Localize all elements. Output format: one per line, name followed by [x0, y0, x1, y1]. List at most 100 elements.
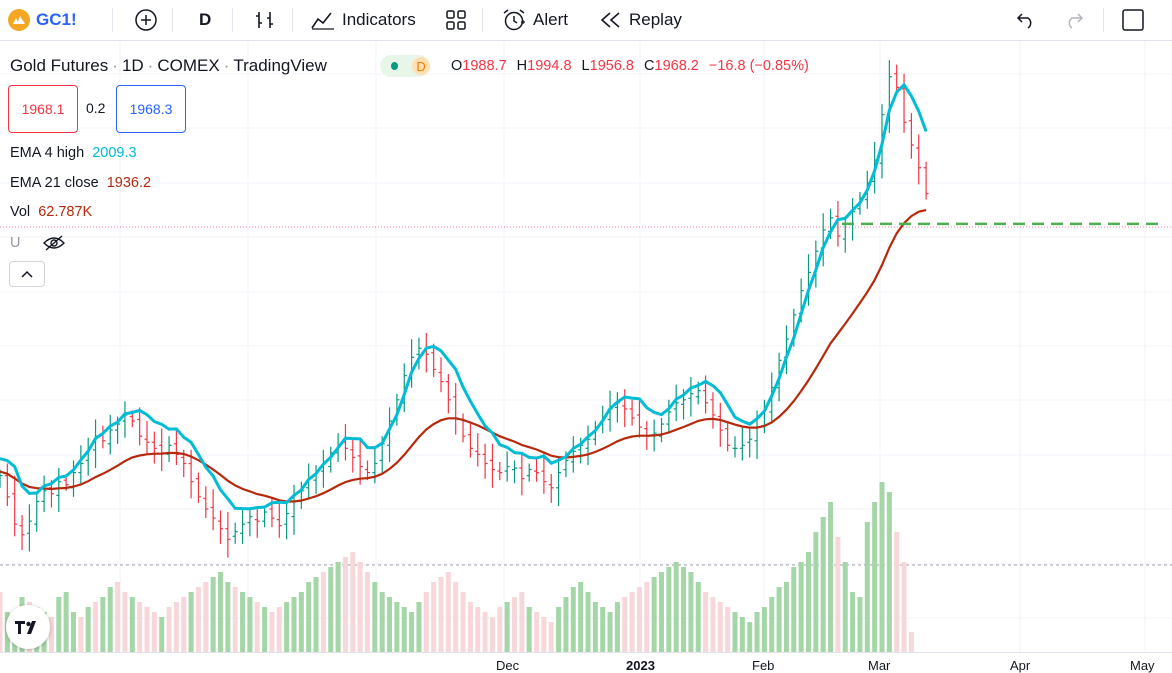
alert-button[interactable]: Alert: [501, 0, 568, 40]
volume-bar: [747, 622, 753, 652]
eye-off-icon[interactable]: [42, 235, 65, 251]
change-value: −16.8 (−0.85%): [708, 58, 809, 74]
sell-price-button[interactable]: 1968.1: [8, 85, 78, 133]
volume-bar: [151, 612, 157, 652]
interval-button[interactable]: D: [199, 10, 212, 29]
volume-bar: [247, 597, 253, 652]
volume-bar: [298, 592, 304, 652]
indicators-button[interactable]: Indicators: [310, 0, 416, 40]
volume-bar: [63, 592, 69, 652]
volume-bar: [497, 607, 503, 652]
volume-bar: [107, 587, 113, 652]
volume-bar: [350, 552, 356, 652]
volume-bar: [710, 597, 716, 652]
volume-bar: [813, 532, 819, 652]
hidden-indicator-legend[interactable]: U: [10, 235, 65, 251]
collapse-legend-button[interactable]: [9, 261, 45, 287]
volume-bar: [357, 562, 363, 652]
volume-bar: [901, 562, 907, 652]
undo-button[interactable]: [1015, 0, 1037, 40]
volume-bar: [181, 597, 187, 652]
buy-price-button[interactable]: 1968.3: [116, 85, 186, 133]
volume-bar: [137, 602, 143, 652]
volume-bar: [218, 572, 223, 652]
tradingview-logo-icon[interactable]: [6, 605, 50, 649]
volume-bar: [783, 582, 789, 652]
toolbar-divider: [1103, 8, 1104, 32]
volume-bar: [835, 537, 841, 652]
volume-bar: [467, 602, 473, 652]
alert-label: Alert: [533, 10, 568, 29]
market-status-badge[interactable]: D: [380, 55, 430, 77]
volume-bar: [475, 607, 481, 652]
chevron-up-icon: [21, 270, 33, 278]
volume-bar: [0, 592, 3, 652]
volume-bar: [512, 597, 517, 652]
volume-bar: [908, 632, 914, 652]
volume-bar: [556, 607, 562, 652]
volume-bar: [328, 567, 334, 652]
volume-bar: [482, 612, 488, 652]
volume-bar: [894, 532, 900, 652]
volume-bar: [320, 572, 326, 652]
volume-bar: [607, 612, 613, 652]
volume-bar: [666, 567, 672, 652]
vol-value: 62.787K: [38, 204, 93, 220]
rewind-icon: [600, 12, 620, 28]
redo-button[interactable]: [1063, 0, 1085, 40]
volume-bar: [240, 592, 246, 652]
indicators-label: Indicators: [342, 10, 416, 29]
plus-circle-icon: [135, 9, 157, 31]
ema-close-legend[interactable]: EMA 21 close 1936.2: [10, 175, 151, 191]
volume-bar: [56, 597, 62, 652]
volume-bar: [409, 612, 415, 652]
ohlc-bars-icon: [256, 12, 273, 28]
market-open-dot-icon: [391, 62, 399, 70]
volume-bar: [71, 612, 76, 652]
ema-high-legend[interactable]: EMA 4 high 2009.3: [10, 145, 137, 161]
compare-add-button[interactable]: [134, 0, 158, 40]
volume-bar: [739, 617, 745, 652]
volume-bar: [262, 607, 268, 652]
volume-bar: [519, 592, 525, 652]
bar-style-button[interactable]: [254, 0, 276, 40]
volume-bar: [335, 562, 341, 652]
volume-bar: [717, 602, 723, 652]
volume-bar: [585, 592, 591, 652]
toolbar-divider: [292, 8, 293, 32]
volume-bar: [864, 522, 870, 652]
layouts-button[interactable]: [445, 0, 467, 40]
volume-bar: [122, 592, 128, 652]
volume-bar: [828, 502, 834, 652]
replay-label: Replay: [629, 10, 682, 29]
replay-button[interactable]: Replay: [599, 0, 682, 40]
volume-bar: [394, 602, 400, 652]
volume-bar: [85, 607, 91, 652]
volume-bar: [166, 607, 172, 652]
volume-bar: [313, 577, 319, 652]
spread-value: 0.2: [86, 100, 106, 116]
volume-bar: [445, 572, 451, 652]
volume-bar: [563, 597, 569, 652]
volume-bar: [489, 617, 495, 652]
volume-bar: [754, 612, 760, 652]
volume-bar: [872, 502, 878, 652]
legend-interval: 1D: [121, 56, 144, 75]
volume-bar: [541, 617, 547, 652]
volume-legend[interactable]: Vol 62.787K: [10, 204, 92, 220]
fullscreen-button[interactable]: [1121, 0, 1145, 40]
close-key: C: [644, 58, 655, 74]
volume-bar: [798, 562, 804, 652]
price-chart[interactable]: [0, 41, 1172, 670]
low-value: 1956.8: [589, 58, 634, 74]
legend-source: TradingView: [233, 56, 327, 75]
symbol-label: GC1!: [36, 10, 77, 29]
redo-icon: [1068, 13, 1084, 29]
ema-high-value: 2009.3: [92, 145, 137, 161]
volume-bar: [144, 607, 150, 652]
volume-bar: [48, 617, 54, 652]
chart-legend-title[interactable]: Gold Futures · 1D · COMEX · TradingView: [10, 56, 327, 75]
volume-bar: [570, 587, 576, 652]
grid-layout-icon: [446, 10, 466, 30]
symbol-search-button[interactable]: GC1!: [8, 0, 77, 40]
